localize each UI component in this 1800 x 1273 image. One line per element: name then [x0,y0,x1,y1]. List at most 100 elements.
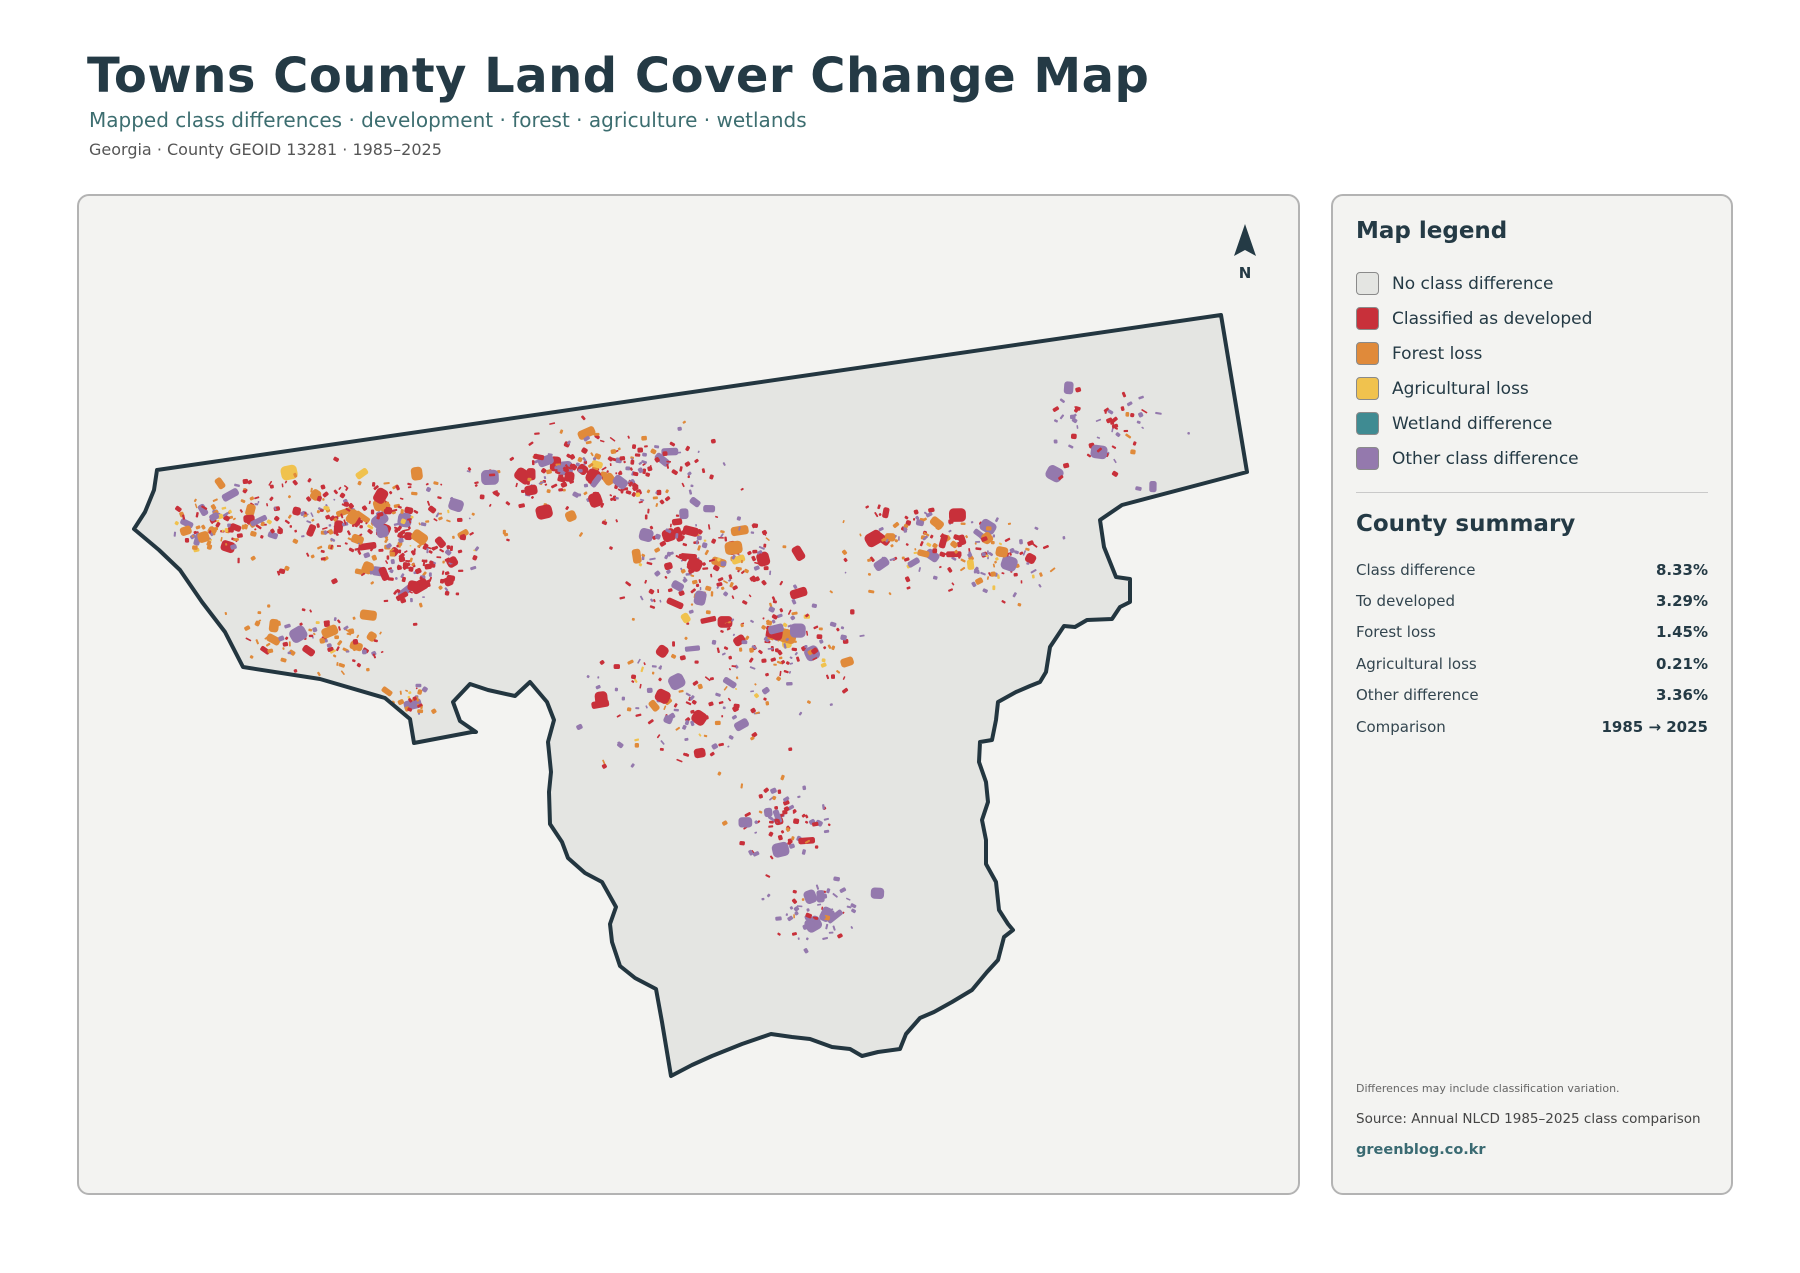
change-patch [960,522,966,525]
change-patch [793,818,800,825]
change-patch [664,496,671,502]
change-patch [751,555,756,562]
change-patch [446,519,451,523]
change-patch [981,552,986,557]
change-patch [914,548,917,551]
change-patch [346,632,352,636]
change-patch [840,634,847,641]
change-patch [428,572,432,577]
change-patch [333,456,340,462]
change-patch [654,570,661,577]
change-patch [791,647,798,652]
change-patch [968,551,972,556]
change-patch [996,574,1000,579]
change-patch [722,676,737,689]
change-patch [1031,574,1035,579]
change-patch [1042,544,1049,550]
change-patch [197,503,209,517]
change-patch [350,505,354,508]
change-patch [344,542,348,545]
change-patch [951,582,955,586]
change-patch [772,809,783,824]
change-patch [734,718,749,732]
change-patch [1068,444,1074,449]
map-canvas[interactable] [79,196,1298,1193]
change-patch [869,556,875,562]
change-patch [687,475,690,479]
change-patch [702,567,709,570]
change-patch [842,676,846,680]
change-patch [791,836,795,841]
change-patch [383,574,387,578]
change-patch [385,501,390,507]
change-patch [663,715,673,725]
change-patch [777,932,781,936]
change-patch [792,810,796,814]
change-patch [690,484,694,488]
change-patch [734,688,738,690]
change-patch [772,795,777,801]
change-patch [506,538,510,542]
change-patch [1100,455,1104,458]
change-patch [562,466,570,473]
change-patch [394,577,398,580]
change-patch [777,834,783,841]
change-patch [415,687,418,690]
change-patch [696,535,702,541]
change-patch [1120,406,1125,412]
change-patch [601,466,607,471]
change-patch [197,531,210,543]
credit-link[interactable]: greenblog.co.kr [1356,1142,1486,1158]
change-patch [727,745,730,748]
change-patch [672,641,676,647]
change-patch [436,556,442,559]
change-patch [387,708,393,712]
change-patch [671,469,678,476]
change-patch [332,654,337,658]
change-patch [864,529,884,548]
change-patch [693,747,706,759]
change-patch [728,668,731,671]
change-patch [868,589,875,594]
change-patch [669,441,676,447]
change-patch [446,556,459,568]
legend-item: Wetland difference [1356,406,1716,441]
change-patch [378,566,390,581]
change-patch [333,489,338,495]
change-patch [951,556,957,561]
change-patch [803,948,809,954]
change-patch [230,544,237,550]
change-patch [865,505,870,509]
change-patch [211,526,219,531]
change-patch [269,635,275,641]
change-patch [637,467,644,474]
change-patch [976,571,980,574]
change-patch [1012,592,1017,598]
change-patch [449,545,454,552]
change-patch [526,468,536,481]
change-patch [280,464,298,481]
change-patch [534,432,540,435]
change-patch [789,906,794,910]
change-patch [317,545,323,550]
change-patch [386,555,390,560]
change-patch [317,671,321,677]
change-patch [646,561,653,566]
change-patch [630,763,635,768]
change-patch [707,524,711,530]
legend-swatch [1356,412,1379,435]
change-patch [662,451,668,457]
legend-item: Other class difference [1356,441,1716,476]
change-patch [932,575,938,580]
change-patch [434,536,446,549]
change-patch [957,509,960,512]
change-patch [307,478,312,483]
change-patch [763,566,769,571]
change-patch [686,622,690,625]
change-patch [1004,537,1011,542]
change-patch [709,677,714,681]
change-patch [782,622,788,628]
change-patch [631,444,637,449]
change-patch [282,647,285,650]
change-patch [751,645,757,650]
